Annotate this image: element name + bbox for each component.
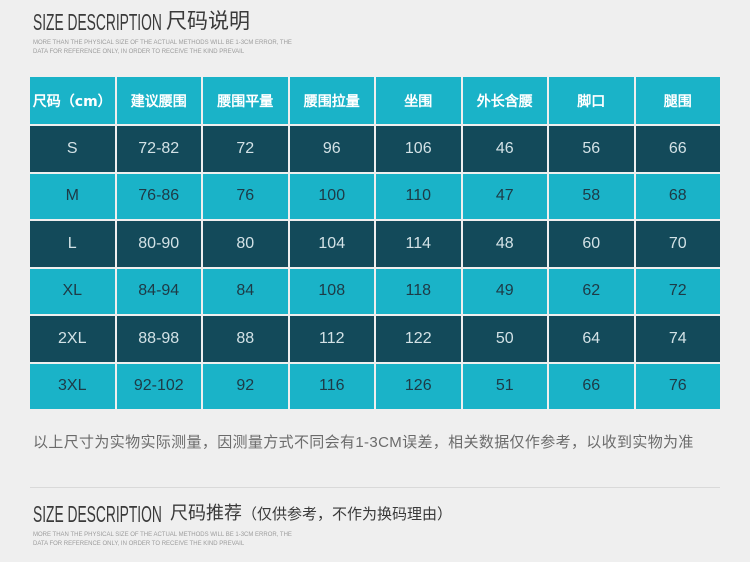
thigh-cell: 70 [635, 221, 720, 267]
waist-flat-cell: 76 [203, 173, 288, 219]
thigh-cell: 66 [635, 126, 720, 172]
hip-cell: 118 [376, 268, 461, 314]
column-header-size: 尺码（cm） [30, 77, 115, 124]
suggested-waist-cell: 72-82 [116, 126, 201, 172]
hip-cell: 114 [376, 221, 461, 267]
waist-stretched-cell: 108 [289, 268, 374, 314]
size-recommend-title-en: SIZE DESCRIPTION [33, 501, 162, 527]
column-header-leg-opening: 脚口 [549, 77, 634, 124]
suggested-waist-cell: 84-94 [116, 268, 201, 314]
size-label-cell: M [30, 173, 115, 219]
outseam-cell: 48 [462, 221, 547, 267]
outseam-cell: 47 [462, 173, 547, 219]
size-label-cell: XL [30, 268, 115, 314]
leg-opening-cell: 62 [549, 268, 634, 314]
table-row-m: M 76-86 76 100 110 47 58 68 [30, 173, 720, 219]
size-label-cell: 3XL [30, 363, 115, 409]
section-divider [30, 487, 720, 488]
subtitle-line-1: MORE THAN THE PHYSICAL SIZE OF THE ACTUA… [33, 40, 292, 46]
subtitle-line-2: DATA FOR REFERENCE ONLY, IN ORDER TO REC… [33, 49, 245, 55]
table-row-xl: XL 84-94 84 108 118 49 62 72 [30, 268, 720, 314]
outseam-cell: 51 [462, 363, 547, 409]
column-header-waist-stretched: 腰围拉量 [289, 77, 374, 124]
waist-flat-cell: 92 [203, 363, 288, 409]
thigh-cell: 72 [635, 268, 720, 314]
table-row-2xl: 2XL 88-98 88 112 122 50 64 74 [30, 316, 720, 362]
size-label-cell: L [30, 221, 115, 267]
size-label-cell: S [30, 126, 115, 172]
outseam-cell: 49 [462, 268, 547, 314]
size-label-cell: 2XL [30, 316, 115, 362]
hip-cell: 126 [376, 363, 461, 409]
size-table: 尺码（cm） 建议腰围 腰围平量 腰围拉量 坐围 外长含腰 脚口 腿围 S 72… [28, 75, 722, 411]
waist-stretched-cell: 116 [289, 363, 374, 409]
outseam-cell: 50 [462, 316, 547, 362]
column-header-waist-flat: 腰围平量 [203, 77, 288, 124]
leg-opening-cell: 60 [549, 221, 634, 267]
size-recommend-disclaimer: （仅供参考，不作为换码理由） [242, 505, 453, 523]
leg-opening-cell: 66 [549, 363, 634, 409]
column-header-outseam: 外长含腰 [462, 77, 547, 124]
leg-opening-cell: 56 [549, 126, 634, 172]
size-recommend-title-cn: 尺码推荐 [170, 503, 242, 524]
suggested-waist-cell: 92-102 [116, 363, 201, 409]
waist-stretched-cell: 96 [289, 126, 374, 172]
subtitle-line-2: DATA FOR REFERENCE ONLY, IN ORDER TO REC… [33, 541, 245, 547]
waist-flat-cell: 84 [203, 268, 288, 314]
column-header-thigh: 腿围 [635, 77, 720, 124]
size-description-title-cn: 尺码说明 [166, 9, 250, 33]
hip-cell: 122 [376, 316, 461, 362]
hip-cell: 110 [376, 173, 461, 219]
table-row-s: S 72-82 72 96 106 46 56 66 [30, 126, 720, 172]
outseam-cell: 46 [462, 126, 547, 172]
waist-flat-cell: 80 [203, 221, 288, 267]
suggested-waist-cell: 76-86 [116, 173, 201, 219]
size-recommend-subtitle: MORE THAN THE PHYSICAL SIZE OF THE ACTUA… [33, 531, 292, 549]
thigh-cell: 68 [635, 173, 720, 219]
size-description-subtitle: MORE THAN THE PHYSICAL SIZE OF THE ACTUA… [33, 39, 292, 57]
table-header-row: 尺码（cm） 建议腰围 腰围平量 腰围拉量 坐围 外长含腰 脚口 腿围 [30, 77, 720, 124]
size-recommend-title: 尺码推荐（仅供参考，不作为换码理由） [170, 503, 452, 525]
thigh-cell: 74 [635, 316, 720, 362]
leg-opening-cell: 64 [549, 316, 634, 362]
thigh-cell: 76 [635, 363, 720, 409]
waist-flat-cell: 88 [203, 316, 288, 362]
subtitle-line-1: MORE THAN THE PHYSICAL SIZE OF THE ACTUA… [33, 532, 292, 538]
waist-flat-cell: 72 [203, 126, 288, 172]
table-row-3xl: 3XL 92-102 92 116 126 51 66 76 [30, 363, 720, 409]
suggested-waist-cell: 88-98 [116, 316, 201, 362]
table-row-l: L 80-90 80 104 114 48 60 70 [30, 221, 720, 267]
size-description-title-en: SIZE DESCRIPTION [33, 9, 162, 35]
waist-stretched-cell: 112 [289, 316, 374, 362]
column-header-hip: 坐围 [376, 77, 461, 124]
measurement-note: 以上尺寸为实物实际测量，因测量方式不同会有1-3CM误差，相关数据仅作参考，以收… [33, 434, 694, 451]
hip-cell: 106 [376, 126, 461, 172]
waist-stretched-cell: 100 [289, 173, 374, 219]
waist-stretched-cell: 104 [289, 221, 374, 267]
leg-opening-cell: 58 [549, 173, 634, 219]
suggested-waist-cell: 80-90 [116, 221, 201, 267]
column-header-suggested-waist: 建议腰围 [116, 77, 201, 124]
